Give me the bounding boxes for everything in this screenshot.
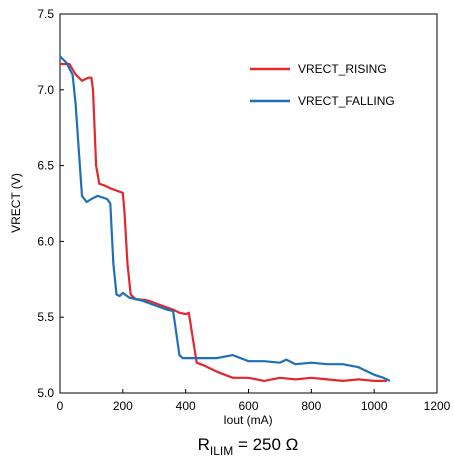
legend-label: VRECT_RISING (298, 62, 387, 76)
caption-rest: = 250 Ω (233, 435, 298, 454)
x-tick-label: 0 (57, 399, 64, 413)
y-tick-label: 6.0 (37, 234, 54, 248)
y-tick-label: 5.5 (37, 310, 54, 324)
series-line (59, 55, 391, 382)
caption: RILIM = 250 Ω (198, 435, 299, 458)
y-tick-label: 5.0 (37, 386, 54, 400)
caption-sub: ILIM (210, 444, 233, 458)
x-tick-label: 200 (113, 399, 133, 413)
x-axis-label: Iout (mA) (223, 413, 272, 427)
x-tick-label: 1200 (424, 399, 451, 413)
caption-main: R (198, 435, 210, 454)
x-tick-label: 400 (176, 399, 196, 413)
legend-label: VRECT_FALLING (298, 94, 395, 108)
y-axis-label: VRECT (V) (9, 173, 23, 233)
x-tick-label: 600 (238, 399, 258, 413)
x-tick-label: 800 (301, 399, 321, 413)
y-tick-label: 7.5 (37, 7, 54, 21)
y-tick-label: 6.5 (37, 159, 54, 173)
series-line (60, 62, 387, 382)
x-tick-label: 1000 (361, 399, 388, 413)
y-tick-label: 7.0 (37, 83, 54, 97)
